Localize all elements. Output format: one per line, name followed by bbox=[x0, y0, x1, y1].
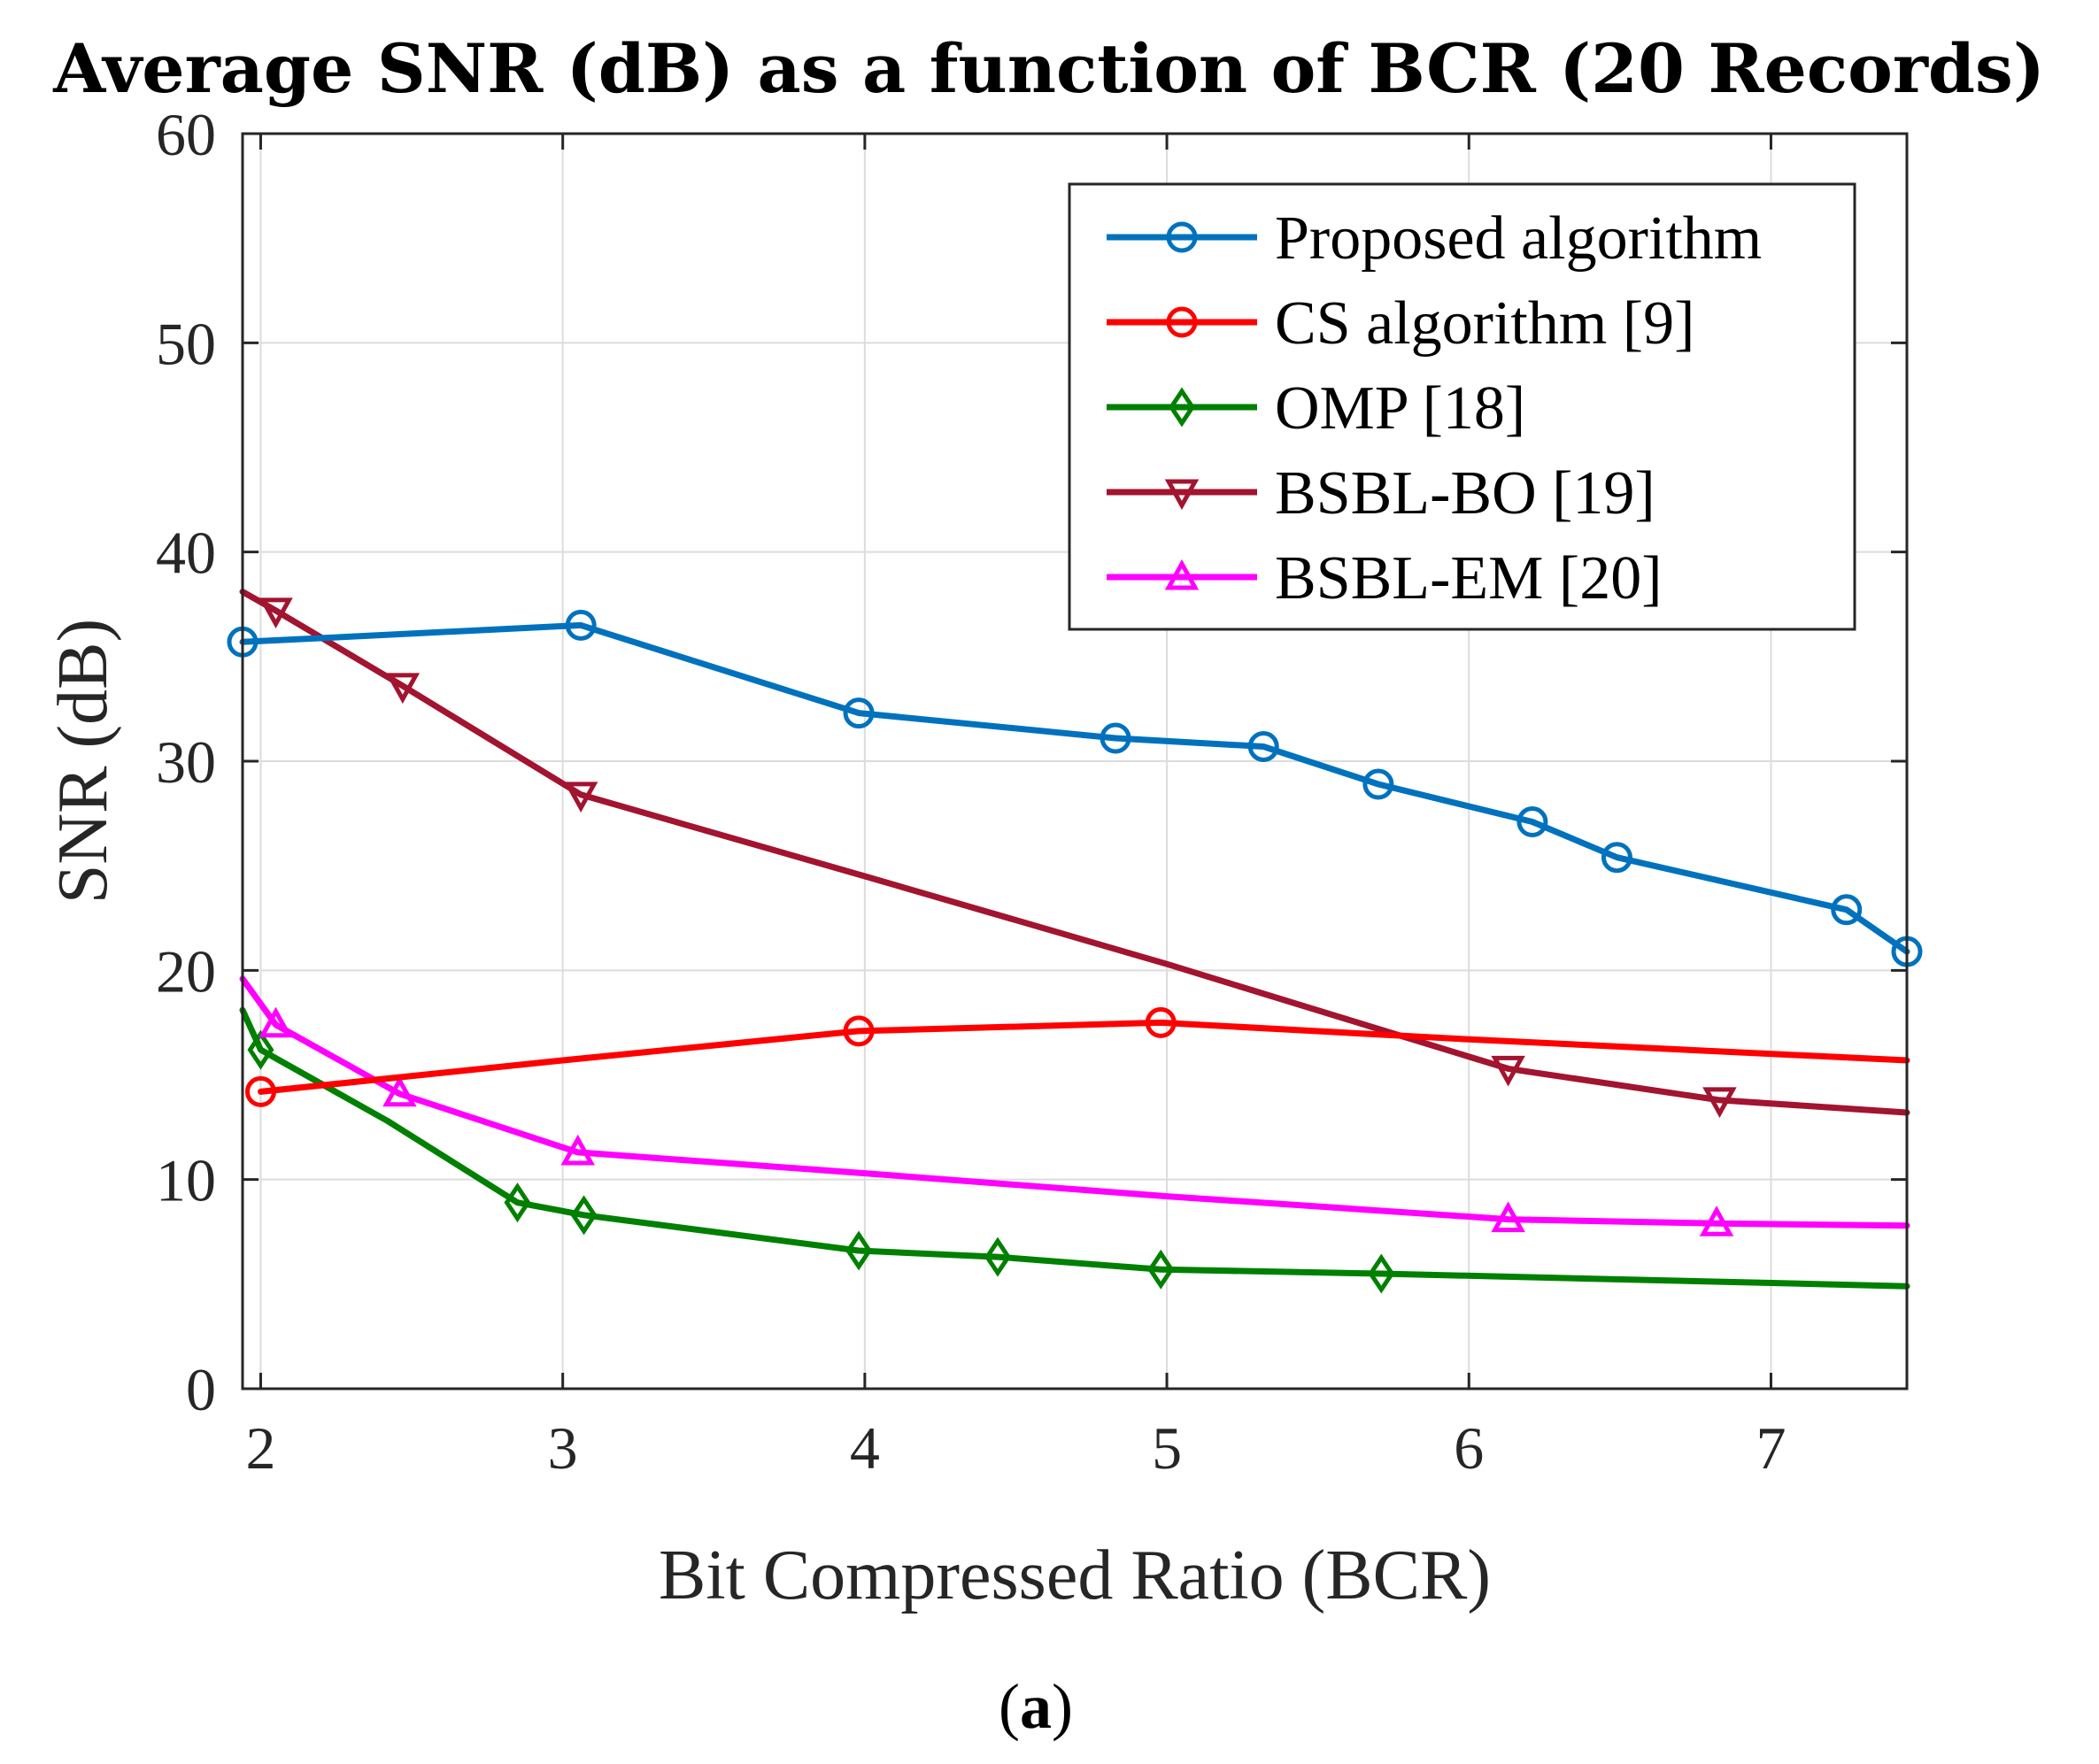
legend-item: CS algorithm [9] bbox=[1107, 289, 1694, 358]
series-bsbl-em-20 bbox=[239, 975, 1910, 1236]
data-point bbox=[259, 597, 293, 628]
data-point bbox=[1362, 768, 1394, 800]
data-point bbox=[1702, 1087, 1737, 1119]
series-line bbox=[258, 1019, 1910, 1095]
caption-open: ( bbox=[999, 1671, 1020, 1742]
y-tick-label: 10 bbox=[156, 1147, 216, 1214]
data-point bbox=[563, 782, 598, 813]
data-point bbox=[565, 609, 597, 641]
data-point bbox=[560, 1134, 595, 1166]
y-tick-label: 20 bbox=[156, 937, 216, 1005]
series-proposed-algorithm bbox=[227, 609, 1923, 967]
chart-title: Average SNR (dB) as a function of BCR (2… bbox=[52, 29, 2045, 108]
legend-label: BSBL-EM [20] bbox=[1275, 544, 1663, 612]
data-point bbox=[1145, 1006, 1177, 1038]
legend-label: Proposed algorithm bbox=[1275, 204, 1762, 273]
x-tick-label: 3 bbox=[548, 1414, 578, 1482]
y-tick-label: 40 bbox=[156, 520, 216, 587]
data-point bbox=[259, 1006, 293, 1038]
figure-caption: (a) bbox=[999, 1671, 1073, 1742]
data-point bbox=[1247, 730, 1279, 762]
data-point bbox=[1491, 1201, 1525, 1233]
x-tick-label: 4 bbox=[850, 1414, 880, 1482]
data-point bbox=[1516, 806, 1548, 838]
caption-label: a bbox=[1020, 1671, 1052, 1742]
series-bsbl-bo-19 bbox=[239, 589, 1910, 1119]
legend-marker bbox=[1166, 221, 1198, 253]
legend-label: CS algorithm [9] bbox=[1275, 289, 1694, 358]
axis-ticks: 2 3 4 5 6 7 0 10 20 30 40 50 60 bbox=[156, 101, 1907, 1482]
x-tick-label: 6 bbox=[1454, 1414, 1484, 1482]
legend-label: OMP [18] bbox=[1275, 374, 1525, 443]
data-point bbox=[845, 1230, 873, 1271]
legend: Proposed algorithm CS algorithm [9] OMP [1… bbox=[1068, 182, 1856, 631]
x-tick-label: 7 bbox=[1756, 1414, 1786, 1482]
x-tick-label: 2 bbox=[245, 1414, 275, 1482]
legend-marker bbox=[1164, 479, 1200, 511]
data-point bbox=[1601, 842, 1632, 874]
data-point bbox=[570, 1195, 598, 1236]
legend-marker bbox=[1168, 387, 1196, 428]
series-line bbox=[239, 975, 1910, 1229]
legend-marker bbox=[1166, 306, 1198, 338]
y-tick-label: 30 bbox=[156, 728, 216, 796]
data-point bbox=[843, 697, 875, 729]
legend-item: BSBL-BO [19] bbox=[1107, 459, 1655, 528]
data-point bbox=[504, 1182, 531, 1223]
data-point bbox=[385, 673, 421, 705]
caption-close: ) bbox=[1052, 1671, 1073, 1742]
y-tick-label: 50 bbox=[156, 310, 216, 377]
data-point bbox=[247, 1029, 274, 1070]
legend-item: Proposed algorithm bbox=[1107, 204, 1762, 273]
data-point bbox=[984, 1236, 1011, 1277]
series-line bbox=[239, 1006, 1910, 1290]
data-point bbox=[843, 1015, 875, 1047]
legend-item: OMP [18] bbox=[1107, 374, 1525, 443]
x-tick-label: 5 bbox=[1152, 1414, 1182, 1482]
data-point bbox=[244, 1075, 276, 1107]
legend-marker bbox=[1164, 558, 1200, 590]
data-point bbox=[1147, 1249, 1175, 1290]
y-tick-label: 60 bbox=[156, 101, 216, 168]
legend-item: BSBL-EM [20] bbox=[1107, 544, 1663, 612]
series-line bbox=[239, 621, 1910, 955]
data-point bbox=[1100, 722, 1131, 754]
y-axis-label: SNR (dB) bbox=[44, 619, 122, 904]
legend-label: BSBL-BO [19] bbox=[1275, 459, 1655, 528]
series-line bbox=[239, 589, 1910, 1116]
data-point bbox=[1491, 1055, 1525, 1087]
data-point bbox=[382, 1075, 417, 1107]
y-tick-label: 0 bbox=[186, 1356, 216, 1423]
series-layer bbox=[227, 589, 1923, 1294]
data-point bbox=[1368, 1253, 1395, 1294]
series-omp-18 bbox=[239, 1006, 1910, 1294]
x-axis-label: Bit Compressed Ratio (BCR) bbox=[659, 1537, 1491, 1614]
data-point bbox=[1699, 1206, 1734, 1236]
series-cs-algorithm-9 bbox=[244, 1006, 1910, 1107]
data-point bbox=[1831, 894, 1863, 926]
